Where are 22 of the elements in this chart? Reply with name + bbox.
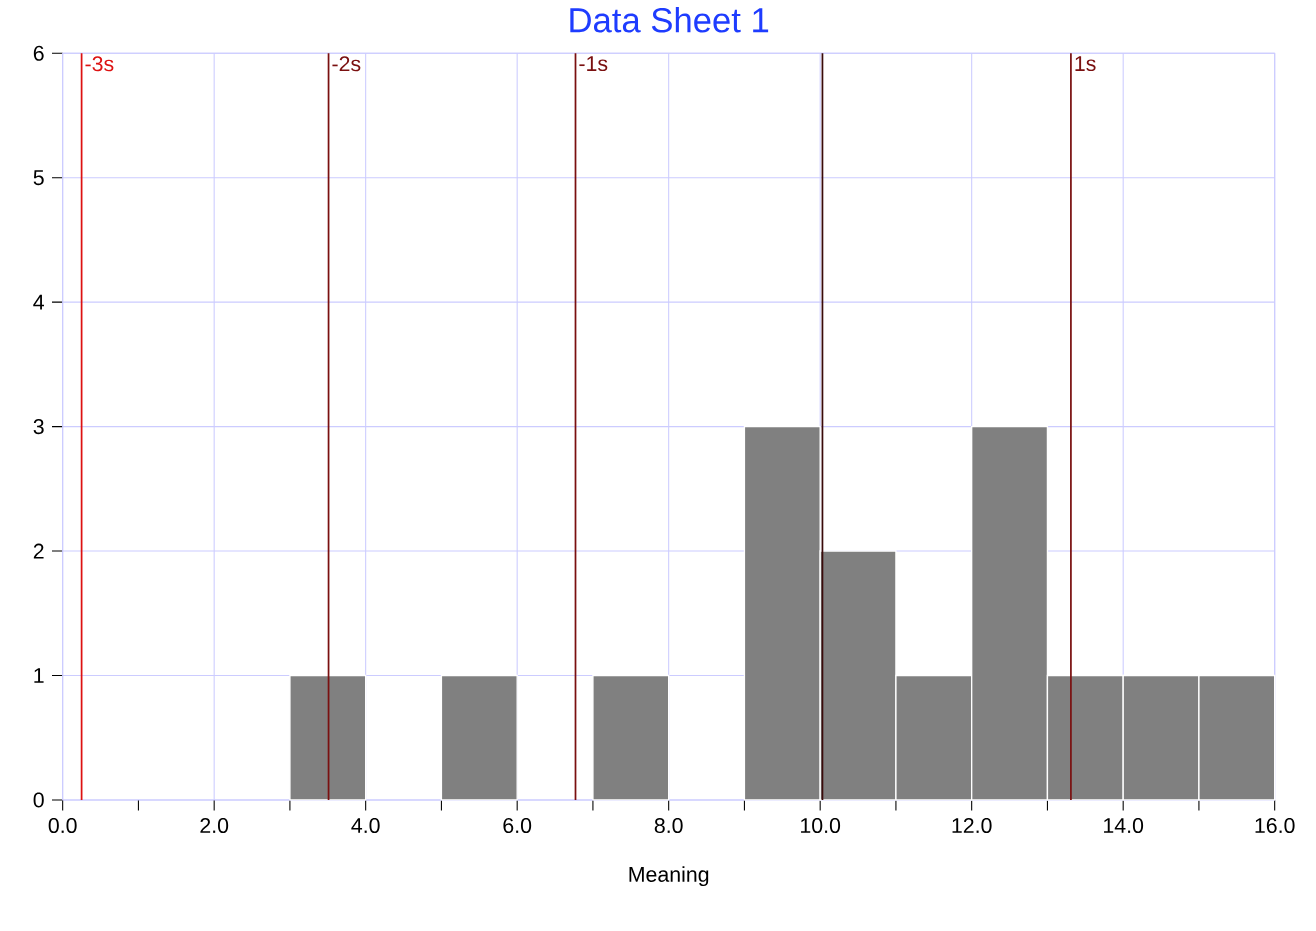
x-tick-label: 16.0 [1255, 818, 1295, 834]
chart-title: Data Sheet 1 [570, 7, 769, 33]
ref-line-label: 1s [1075, 56, 1096, 72]
y-tick-label: 6 [33, 45, 44, 62]
ref-line-label: -3s [85, 56, 114, 72]
x-tick-label: 10.0 [801, 818, 841, 834]
y-tick-label: 3 [33, 419, 44, 435]
y-tick-label: 4 [33, 295, 44, 310]
ref-line-label: -1s [579, 56, 608, 72]
ref-line-label: -2s [332, 56, 361, 72]
x-tick-label: 0.0 [48, 818, 77, 834]
x-tick-label: 2.0 [200, 818, 229, 834]
y-tick-label: 2 [33, 543, 44, 559]
x-axis-title: Meaning [629, 866, 709, 887]
x-tick-label: 14.0 [1104, 818, 1144, 834]
x-tick-label: 12.0 [952, 818, 992, 834]
y-tick-label: 1 [34, 668, 44, 684]
y-tick-label: 5 [33, 170, 44, 186]
x-tick-label: 4.0 [351, 818, 380, 834]
y-tick-label: 0 [33, 792, 44, 808]
x-tick-label: 8.0 [654, 818, 683, 834]
x-tick-label: 6.0 [503, 818, 532, 834]
